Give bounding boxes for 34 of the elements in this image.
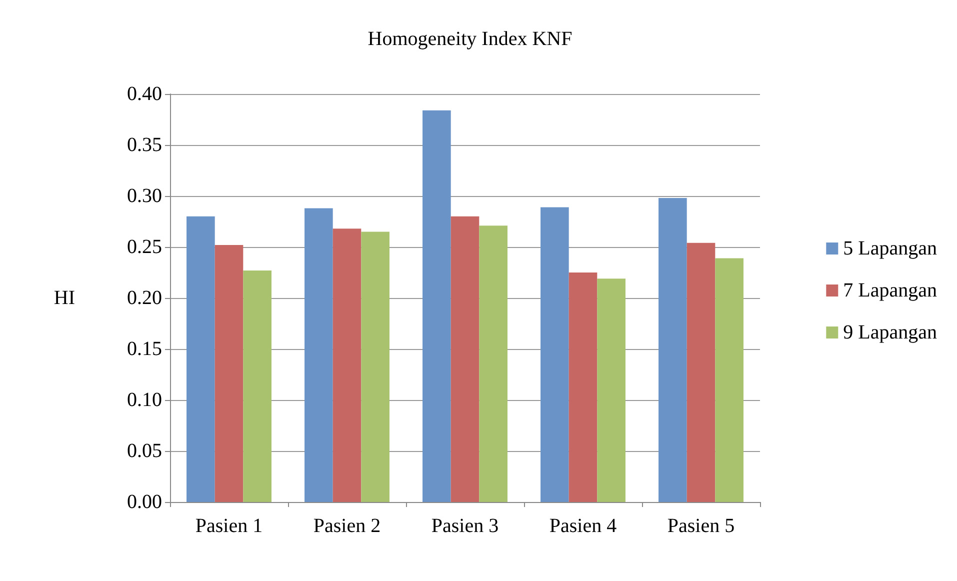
- bar: [715, 258, 744, 502]
- bar: [361, 232, 390, 502]
- bar: [422, 110, 451, 502]
- x-tick-label: Pasien 4: [549, 515, 617, 537]
- bar: [450, 216, 480, 502]
- legend-label: 9 Lapangan: [843, 322, 938, 344]
- y-tick-label: 0.20: [127, 287, 162, 309]
- bar: [540, 207, 569, 502]
- x-tick-label: Pasien 1: [195, 515, 263, 537]
- y-tick-label: 0.25: [127, 236, 162, 258]
- x-tick-label: Pasien 2: [313, 515, 381, 537]
- y-tick-label: 0.35: [127, 134, 162, 156]
- bar: [597, 278, 626, 502]
- bar: [568, 272, 598, 502]
- bar: [304, 208, 333, 502]
- legend-label: 7 Lapangan: [843, 280, 938, 302]
- bar: [186, 216, 215, 502]
- y-tick-label: 0.00: [127, 491, 162, 513]
- chart-title: Homogeneity Index KNF: [368, 28, 572, 50]
- bar: [243, 270, 272, 502]
- bar: [214, 244, 244, 502]
- y-tick-label: 0.15: [127, 338, 162, 360]
- bar: [658, 198, 687, 502]
- bar: [686, 242, 716, 502]
- y-tick-label: 0.40: [127, 83, 162, 105]
- bar: [332, 228, 362, 502]
- bar: [479, 226, 508, 502]
- y-tick-label: 0.05: [127, 440, 162, 462]
- y-tick-label: 0.30: [127, 185, 162, 207]
- legend-label: 5 Lapangan: [843, 238, 938, 260]
- x-tick-label: Pasien 5: [667, 515, 735, 537]
- y-tick-label: 0.10: [127, 389, 162, 411]
- y-axis-title: HI: [54, 287, 75, 309]
- x-tick-label: Pasien 3: [431, 515, 499, 537]
